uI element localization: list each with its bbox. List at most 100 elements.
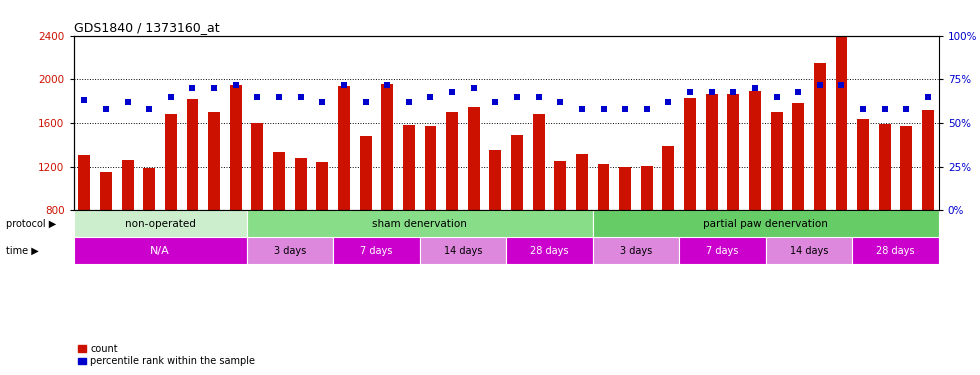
Point: [834, 81, 850, 87]
Text: N/A: N/A: [150, 246, 170, 256]
Point: [877, 106, 893, 112]
Bar: [186, 99, 198, 210]
Point: [768, 94, 784, 100]
Bar: [765, 237, 853, 264]
Legend: count, percentile rank within the sample: count, percentile rank within the sample: [78, 344, 255, 366]
Point: [401, 99, 416, 105]
Text: partial paw denervation: partial paw denervation: [704, 219, 828, 229]
Bar: [403, 125, 415, 210]
Point: [920, 94, 936, 100]
Bar: [467, 106, 479, 210]
Text: non-operated: non-operated: [124, 219, 195, 229]
Point: [639, 106, 655, 112]
Point: [704, 88, 719, 94]
Bar: [770, 112, 783, 210]
Bar: [879, 124, 891, 210]
Bar: [593, 210, 939, 237]
Bar: [208, 112, 220, 210]
Bar: [333, 237, 419, 264]
Text: protocol ▶: protocol ▶: [6, 219, 56, 229]
Text: time ▶: time ▶: [6, 246, 39, 256]
Point: [379, 81, 395, 87]
Bar: [662, 146, 674, 210]
Point: [487, 99, 503, 105]
Point: [531, 94, 547, 100]
Point: [444, 88, 460, 94]
Point: [98, 106, 114, 112]
Text: 28 days: 28 days: [876, 246, 914, 256]
Point: [725, 88, 741, 94]
Point: [271, 94, 287, 100]
Bar: [901, 126, 912, 210]
Bar: [74, 237, 247, 264]
Bar: [489, 150, 502, 210]
Bar: [419, 237, 506, 264]
Bar: [641, 166, 653, 210]
Bar: [858, 118, 869, 210]
Text: sham denervation: sham denervation: [372, 219, 467, 229]
Bar: [598, 165, 610, 210]
Bar: [814, 63, 826, 210]
Text: 14 days: 14 days: [790, 246, 828, 256]
Point: [617, 106, 633, 112]
Bar: [338, 86, 350, 210]
Bar: [684, 98, 696, 210]
Bar: [100, 172, 112, 210]
Bar: [252, 123, 264, 210]
Point: [574, 106, 590, 112]
Bar: [165, 114, 176, 210]
Bar: [122, 160, 133, 210]
Bar: [619, 166, 631, 210]
Bar: [424, 126, 436, 210]
Bar: [706, 93, 717, 210]
Point: [510, 94, 525, 100]
Point: [336, 81, 352, 87]
Point: [141, 106, 157, 112]
Point: [596, 106, 612, 112]
Point: [228, 81, 244, 87]
Bar: [247, 210, 593, 237]
Point: [812, 81, 828, 87]
Bar: [273, 153, 285, 210]
Bar: [727, 93, 739, 210]
Point: [184, 85, 200, 91]
Bar: [247, 237, 333, 264]
Bar: [679, 237, 765, 264]
Bar: [381, 84, 393, 210]
Point: [163, 94, 178, 100]
Bar: [792, 104, 805, 210]
Point: [358, 99, 373, 105]
Bar: [506, 237, 593, 264]
Bar: [143, 168, 155, 210]
Point: [899, 106, 914, 112]
Bar: [576, 154, 588, 210]
Bar: [317, 162, 328, 210]
Bar: [511, 135, 523, 210]
Bar: [295, 158, 307, 210]
Point: [120, 99, 135, 105]
Bar: [922, 110, 934, 210]
Bar: [229, 85, 242, 210]
Point: [661, 99, 676, 105]
Bar: [593, 237, 679, 264]
Point: [856, 106, 871, 112]
Text: 7 days: 7 days: [707, 246, 739, 256]
Bar: [360, 136, 371, 210]
Text: 7 days: 7 days: [361, 246, 393, 256]
Bar: [446, 112, 458, 210]
Bar: [836, 22, 848, 210]
Point: [791, 88, 807, 94]
Bar: [78, 154, 90, 210]
Point: [553, 99, 568, 105]
Bar: [853, 237, 939, 264]
Point: [315, 99, 330, 105]
Point: [466, 85, 481, 91]
Point: [682, 88, 698, 94]
Bar: [555, 161, 566, 210]
Text: 3 days: 3 days: [273, 246, 306, 256]
Point: [76, 97, 92, 103]
Point: [422, 94, 438, 100]
Text: 3 days: 3 days: [619, 246, 652, 256]
Bar: [749, 92, 760, 210]
Point: [250, 94, 266, 100]
